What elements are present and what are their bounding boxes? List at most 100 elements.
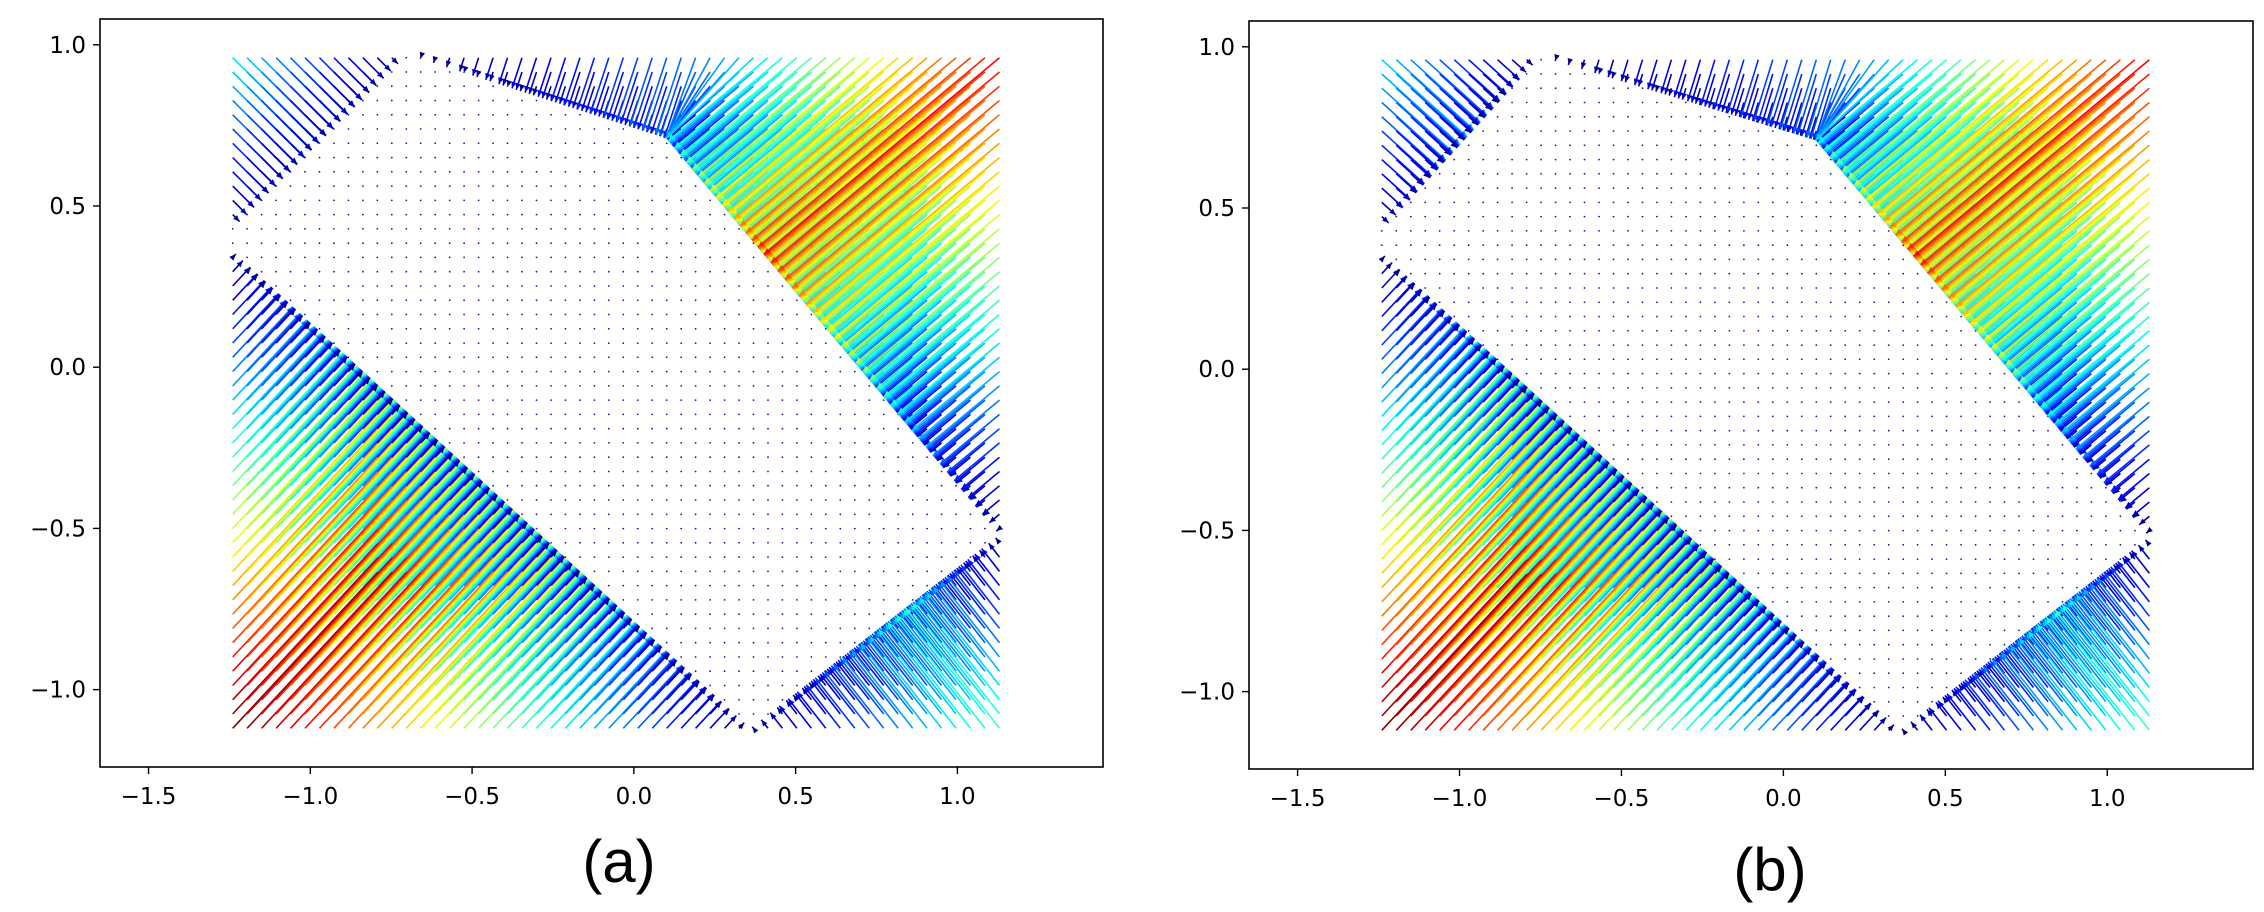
vector-dot bbox=[853, 370, 856, 373]
vector-dot bbox=[723, 256, 726, 259]
vector-dot bbox=[521, 170, 523, 173]
vector-arrowhead bbox=[550, 550, 558, 557]
vector-arrow bbox=[756, 199, 812, 247]
vector-dot bbox=[463, 427, 465, 430]
vector-arrow bbox=[713, 114, 812, 197]
vector-dot bbox=[969, 541, 972, 544]
vector-dot bbox=[564, 370, 567, 373]
vector-arrow bbox=[362, 489, 493, 629]
vector-arrow bbox=[420, 478, 481, 544]
vector-arrowhead bbox=[334, 350, 341, 357]
vector-arrow bbox=[814, 677, 856, 729]
vector-dot bbox=[405, 113, 408, 116]
vector-dot bbox=[752, 299, 755, 302]
vector-dot bbox=[723, 641, 726, 644]
vector-dot bbox=[1525, 87, 1528, 90]
vector-arrow bbox=[362, 469, 471, 587]
vector-dot bbox=[405, 128, 408, 130]
vector-dot bbox=[796, 413, 798, 416]
vector-arrow bbox=[492, 521, 527, 558]
vector-arrowhead bbox=[806, 684, 813, 692]
vector-dot bbox=[564, 470, 567, 473]
vector-arrowhead bbox=[761, 719, 768, 727]
vector-arrow bbox=[362, 528, 535, 715]
vector-dot bbox=[521, 370, 523, 373]
vector-arrow bbox=[550, 595, 608, 658]
vector-arrowhead bbox=[646, 125, 652, 133]
vector-arrow bbox=[564, 616, 630, 687]
vector-arrow bbox=[564, 622, 637, 701]
vector-dot bbox=[434, 213, 437, 216]
vector-dot bbox=[550, 342, 552, 344]
vector-arrowhead bbox=[446, 453, 453, 461]
vector-dot bbox=[1525, 372, 1528, 375]
vector-dot bbox=[419, 256, 422, 259]
vector-dot bbox=[607, 270, 610, 273]
vector-dot bbox=[1525, 158, 1528, 161]
vector-dot bbox=[709, 285, 711, 287]
vector-arrow bbox=[550, 615, 630, 701]
vector-dot bbox=[1511, 258, 1513, 261]
vector-dot bbox=[709, 270, 711, 273]
vector-arrowhead bbox=[423, 433, 430, 440]
vector-dot bbox=[810, 385, 813, 387]
vector-dot bbox=[665, 256, 668, 259]
vector-dot bbox=[738, 513, 740, 516]
vector-dot bbox=[796, 556, 798, 558]
vector-dot bbox=[1540, 301, 1542, 304]
vector-dot bbox=[738, 484, 740, 487]
vector-arrow bbox=[275, 439, 439, 615]
vector-dot bbox=[607, 556, 610, 558]
vector-dot bbox=[665, 228, 668, 230]
vector-arrow bbox=[521, 588, 600, 672]
vector-dot bbox=[665, 556, 668, 558]
vector-dot bbox=[955, 541, 957, 544]
vector-dot bbox=[781, 570, 784, 573]
vector-arrow bbox=[706, 99, 812, 188]
vector-dot bbox=[607, 156, 610, 159]
vector-dot bbox=[796, 470, 798, 473]
vector-arrow bbox=[478, 513, 519, 558]
vector-dot bbox=[419, 356, 422, 359]
vector-dot bbox=[810, 584, 813, 587]
vector-dot bbox=[709, 299, 711, 302]
vector-dot bbox=[463, 228, 465, 230]
vector-arrow bbox=[449, 558, 568, 687]
vector-dot bbox=[535, 213, 538, 216]
vector-dot bbox=[607, 213, 610, 216]
vector-dot bbox=[564, 170, 567, 173]
vector-dot bbox=[680, 413, 683, 416]
vector-arrowhead bbox=[305, 143, 312, 150]
vector-dot bbox=[796, 399, 798, 401]
vector-dot bbox=[767, 513, 769, 516]
vector-dot bbox=[318, 228, 321, 230]
vector-arrow bbox=[1381, 116, 1440, 169]
vector-dot bbox=[897, 442, 900, 444]
vector-dot bbox=[955, 499, 957, 501]
vector-dot bbox=[824, 385, 827, 387]
vector-dot bbox=[926, 584, 928, 587]
vector-dot bbox=[564, 256, 567, 259]
vector-dot bbox=[390, 228, 393, 230]
vector-arrow bbox=[492, 567, 577, 658]
vector-arrow bbox=[550, 608, 623, 687]
vector-dot bbox=[796, 427, 798, 430]
vector-arrow bbox=[304, 453, 454, 615]
vector-dot bbox=[579, 142, 581, 145]
vector-dot bbox=[419, 213, 422, 216]
vector-arrow bbox=[434, 498, 503, 572]
vector-dot bbox=[636, 570, 639, 573]
vector-dot bbox=[579, 313, 581, 316]
vector-arrow bbox=[405, 523, 530, 658]
vector-dot bbox=[376, 313, 379, 316]
vector-arrow bbox=[261, 399, 395, 544]
vector-dot bbox=[535, 385, 538, 387]
vector-dot bbox=[752, 442, 755, 444]
vector-arrow bbox=[506, 528, 535, 558]
vector-arrowhead bbox=[554, 95, 561, 103]
vector-dot bbox=[405, 228, 408, 230]
vector-dot bbox=[477, 270, 480, 273]
vector-arrow bbox=[246, 326, 316, 401]
vector-arrow bbox=[318, 454, 455, 601]
vector-dot bbox=[738, 270, 740, 273]
